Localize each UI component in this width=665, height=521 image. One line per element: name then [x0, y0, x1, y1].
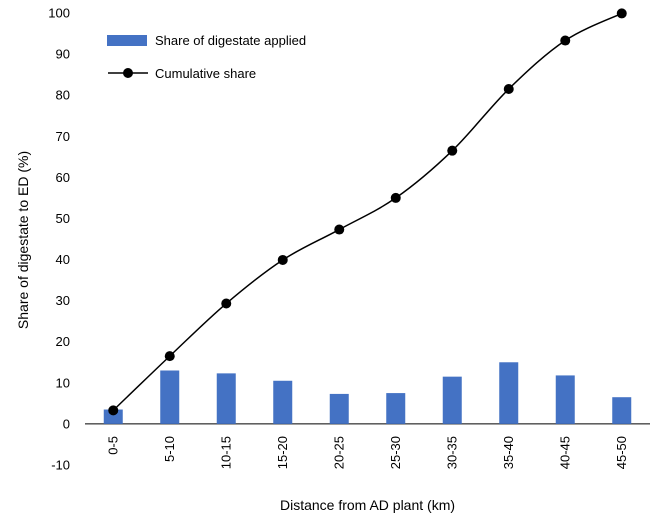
legend-line-label: Cumulative share	[155, 66, 256, 81]
bar	[555, 375, 575, 424]
cumulative-line	[112, 12, 623, 411]
y-tick-label: -10	[51, 458, 70, 473]
bar	[329, 393, 349, 424]
cumulative-point	[616, 8, 627, 19]
cumulative-point	[503, 84, 514, 95]
x-tick-label: 35-40	[501, 436, 516, 469]
y-tick-label: 30	[56, 293, 70, 308]
legend: Share of digestate applied Cumulative sh…	[107, 33, 306, 81]
bar	[103, 409, 123, 424]
cumulative-point	[221, 298, 232, 309]
y-tick-label: 0	[63, 416, 70, 431]
y-tick-label: 20	[56, 334, 70, 349]
x-tick-label: 15-20	[275, 436, 290, 469]
cumulative-line-series	[108, 8, 627, 416]
x-tick-label: 10-15	[218, 436, 233, 469]
x-tick-label: 0-5	[105, 436, 120, 455]
bar-series	[103, 362, 632, 424]
cumulative-point	[164, 351, 175, 362]
bar	[386, 393, 406, 424]
bar	[273, 380, 293, 424]
y-tick-label: 90	[56, 47, 70, 62]
y-tick-label: 100	[48, 6, 70, 21]
cumulative-point	[334, 224, 345, 235]
y-tick-label: 10	[56, 375, 70, 390]
y-axis-title: Share of digestate to ED (%)	[15, 151, 31, 329]
cumulative-point	[390, 192, 401, 203]
legend-bar-label: Share of digestate applied	[155, 33, 306, 48]
y-axis-ticks: -10 0 10 20 30 40 50 60 70 80 90 100	[48, 6, 70, 473]
bar	[216, 373, 236, 424]
y-tick-label: 70	[56, 129, 70, 144]
cumulative-point	[447, 145, 458, 156]
y-tick-label: 60	[56, 170, 70, 185]
bar	[612, 397, 632, 424]
x-axis-title: Distance from AD plant (km)	[280, 497, 455, 513]
x-tick-label: 25-30	[388, 436, 403, 469]
bar	[160, 370, 180, 424]
y-tick-label: 50	[56, 211, 70, 226]
cumulative-point	[108, 405, 119, 416]
legend-line-marker	[123, 68, 133, 78]
legend-bar-swatch	[107, 35, 147, 46]
cumulative-point	[560, 35, 571, 46]
x-tick-label: 20-25	[331, 436, 346, 469]
x-tick-label: 45-50	[614, 436, 629, 469]
x-axis-ticks: 0-5 5-10 10-15 15-20 20-25 25-30 30-35 35-40 40-…	[105, 436, 629, 469]
y-tick-label: 40	[56, 252, 70, 267]
bar	[442, 376, 462, 424]
x-tick-label: 30-35	[444, 436, 459, 469]
cumulative-point	[277, 254, 288, 265]
x-tick-label: 5-10	[162, 436, 177, 462]
y-tick-label: 80	[56, 88, 70, 103]
x-tick-label: 40-45	[557, 436, 572, 469]
bar	[499, 362, 519, 424]
